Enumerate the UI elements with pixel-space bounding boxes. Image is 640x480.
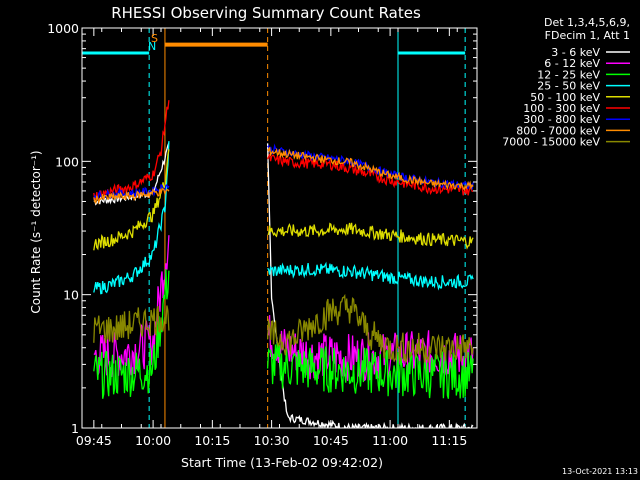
chart-title: RHESSI Observing Summary Count Rates bbox=[111, 4, 421, 22]
y-tick-label: 100 bbox=[55, 154, 79, 169]
legend-header-line-1: Det 1,3,4,5,6,9, bbox=[544, 16, 630, 29]
series-line bbox=[93, 269, 474, 399]
x-tick-label: 09:45 bbox=[76, 433, 112, 448]
x-tick-label: 10:30 bbox=[254, 433, 290, 448]
legend-label: 50 - 100 keV bbox=[530, 91, 600, 104]
legend-label: 300 - 800 keV bbox=[523, 113, 600, 126]
flag-label: S bbox=[151, 32, 158, 45]
legend-label: 800 - 7000 keV bbox=[516, 124, 600, 137]
series-line bbox=[93, 147, 474, 205]
y-tick-label: 1000 bbox=[47, 21, 79, 36]
y-tick-label: 10 bbox=[63, 288, 79, 303]
series-line bbox=[93, 141, 474, 295]
x-tick-label: 10:45 bbox=[313, 433, 349, 448]
series-line bbox=[93, 142, 474, 428]
x-tick-label: 10:15 bbox=[194, 433, 230, 448]
x-tick-label: 11:15 bbox=[431, 433, 467, 448]
series-line bbox=[93, 293, 474, 363]
legend-label: 3 - 6 keV bbox=[551, 46, 600, 59]
x-tick-label: 10:00 bbox=[135, 433, 171, 448]
series-line bbox=[93, 100, 474, 201]
legend-header-line-2: FDecim 1, Att 1 bbox=[545, 29, 630, 42]
series-line bbox=[93, 149, 474, 251]
x-tick-label: 11:00 bbox=[372, 433, 408, 448]
legend: Det 1,3,4,5,6,9, FDecim 1, Att 1 3 - 6 k… bbox=[502, 16, 630, 149]
legend-label: 25 - 50 keV bbox=[537, 80, 600, 93]
legend-label: 12 - 25 keV bbox=[537, 68, 600, 81]
flag-label: N bbox=[148, 40, 156, 53]
legend-label: 6 - 12 keV bbox=[544, 57, 600, 70]
y-tick-label: 1 bbox=[71, 421, 79, 436]
legend-label: 100 - 300 keV bbox=[523, 102, 600, 115]
y-axis-label: Count Rate (s⁻¹ detector⁻¹) bbox=[29, 150, 43, 313]
legend-label: 7000 - 15000 keV bbox=[502, 136, 600, 149]
x-axis-label: Start Time (13-Feb-02 09:42:02) bbox=[181, 455, 383, 470]
footer-date: 13-Oct-2021 13:13 bbox=[562, 467, 638, 476]
